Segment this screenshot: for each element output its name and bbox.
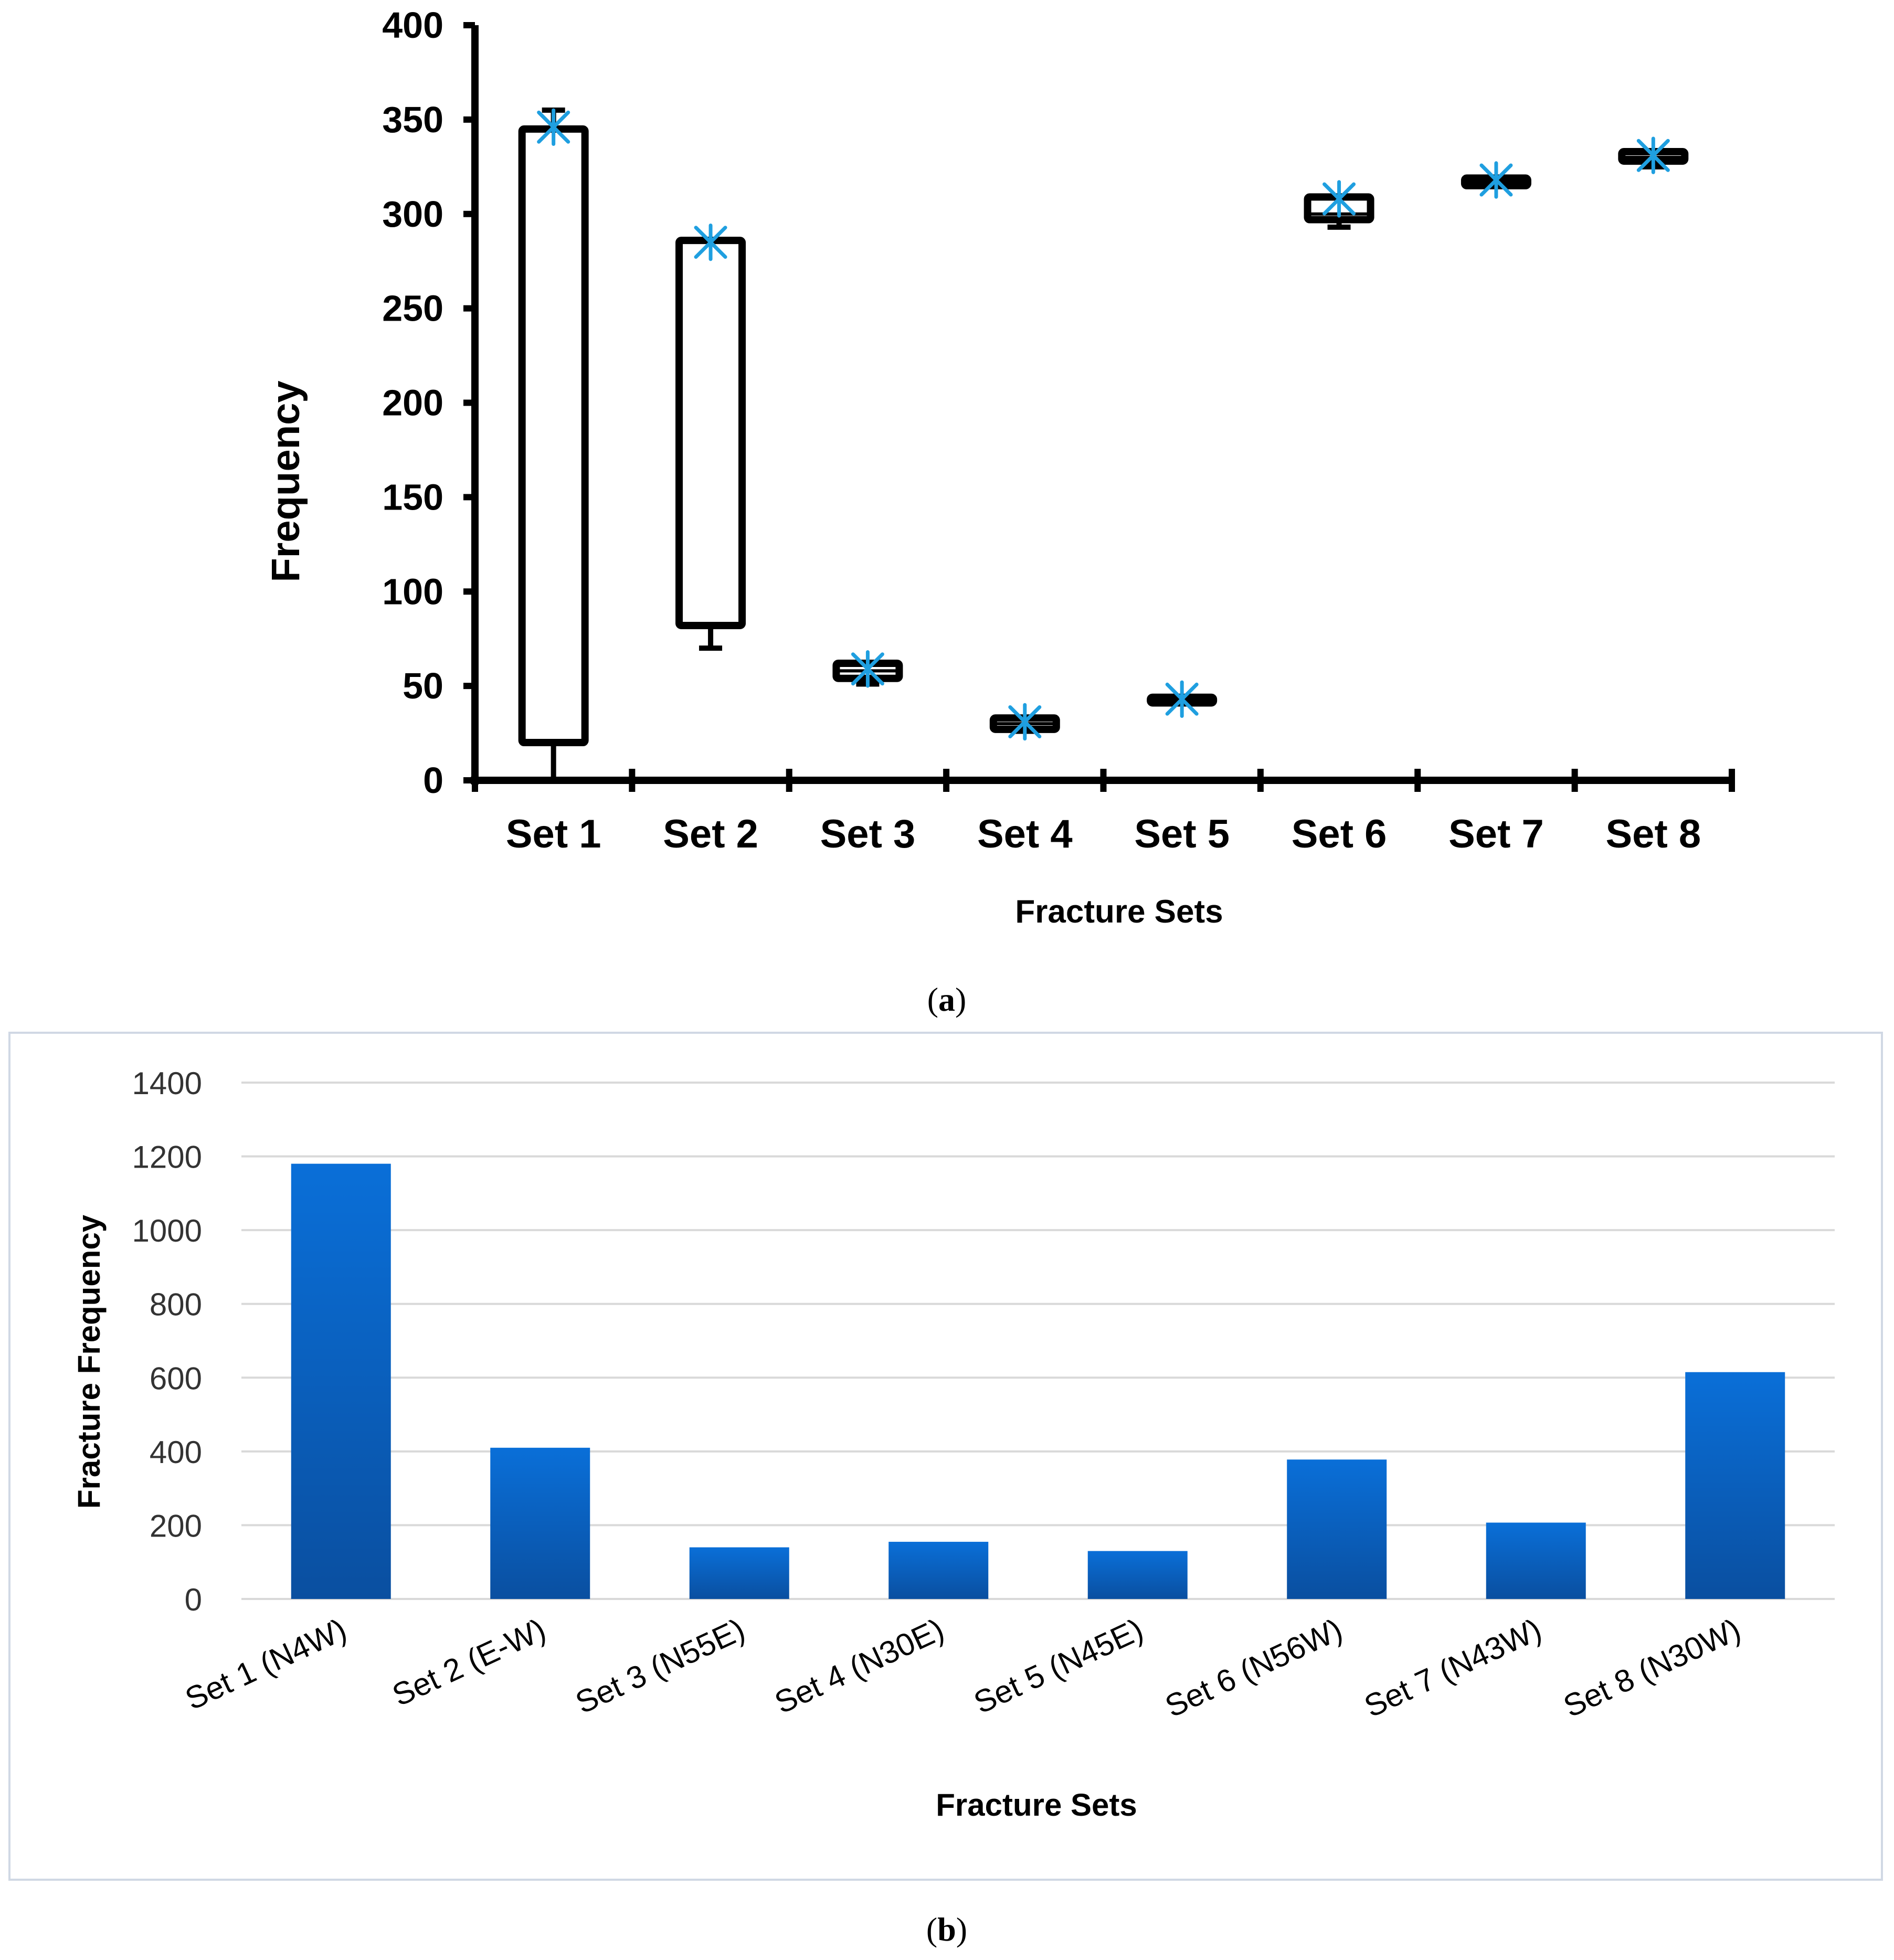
box-iqr [518,125,589,747]
box-group [832,650,903,688]
y-tick-label: 600 [150,1361,202,1396]
panel-b-caption: (b) [926,1911,967,1948]
y-tick-label: 1000 [132,1213,202,1248]
mean-marker-icon [851,650,884,688]
box-group [675,224,746,651]
y-tick-label: 800 [150,1287,202,1322]
x-axis-title: Fracture Sets [936,1787,1137,1823]
mean-marker-icon [1479,161,1513,199]
panel-a-caption-close: ) [955,981,966,1018]
y-axis-title: Frequency [263,380,308,582]
y-tick-label: 150 [382,476,443,517]
y-tick-label: 250 [382,288,443,329]
mean-marker-icon [1165,680,1199,718]
y-tick-label: 50 [403,665,443,706]
box-iqr [675,237,746,630]
mean-marker-icon [1322,180,1356,218]
panel-a-caption-open: ( [927,981,938,1018]
y-tick-label: 400 [382,5,443,46]
panel-b-caption-close: ) [956,1911,967,1948]
y-tick-label: 1200 [132,1140,202,1175]
y-tick-label: 400 [150,1435,202,1470]
y-tick-label: 100 [382,571,443,612]
bar-chart-panel-frame [8,1032,1883,1881]
bar [1287,1459,1387,1599]
x-tick-label: Set 7 [1448,812,1544,856]
box-group [1461,161,1531,199]
y-tick-label: 350 [382,99,443,140]
bar [888,1542,989,1599]
y-tick-label: 0 [423,760,443,801]
bar [291,1163,391,1599]
x-tick-label: Set 6 [1292,812,1387,856]
y-tick-label: 0 [185,1582,202,1617]
panel-b-caption-open: ( [926,1911,937,1948]
bar [689,1547,789,1599]
y-tick-label: 200 [150,1508,202,1543]
panel-b-caption-letter: b [937,1911,956,1948]
x-tick-label: Set 3 [820,812,916,856]
panel-a-caption-letter: a [938,981,955,1018]
bar [1486,1522,1586,1599]
y-axis-title: Fracture Frequency [71,1214,107,1509]
bar [490,1447,590,1599]
bar [1087,1551,1188,1599]
panel-a-caption: (a) [927,981,967,1018]
mean-marker-icon [537,108,570,146]
x-axis-title: Fracture Sets [1015,894,1223,930]
x-tick-label: Set 8 [1605,812,1701,856]
box-group [1304,180,1374,230]
box-group [518,107,589,783]
y-tick-label: 300 [382,194,443,235]
box-plot-panel: 0 50 100 150 200 250 300 350 400 Set 1 Set 2 Set 3 S… [263,5,1735,930]
x-tick-label: Set 2 [663,812,758,856]
bar [1685,1372,1785,1599]
x-tick-label: Set 4 [977,812,1073,856]
y-tick-label: 200 [382,383,443,423]
mean-marker-icon [694,224,727,261]
box-group [1618,136,1689,174]
x-tick-label: Set 1 [506,812,601,856]
mean-marker-icon [1008,703,1042,741]
box-group [1147,680,1218,718]
box-group [989,703,1060,741]
x-tick-label: Set 5 [1134,812,1230,856]
mean-marker-icon [1636,136,1670,174]
y-tick-label: 1400 [132,1066,202,1101]
